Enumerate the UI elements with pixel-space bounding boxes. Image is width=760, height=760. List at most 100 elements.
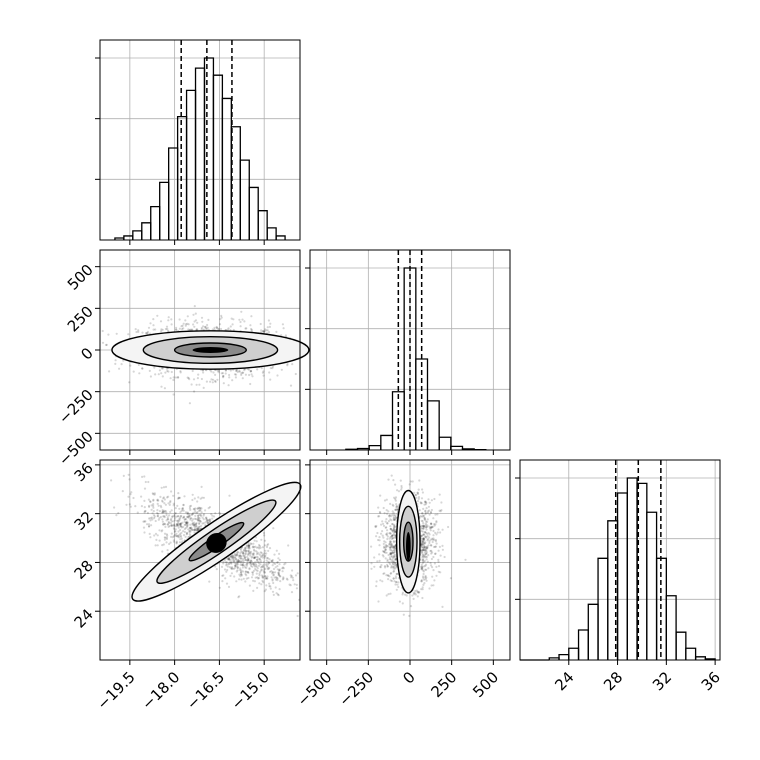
scatter-point: [260, 367, 263, 370]
scatter-point: [222, 382, 225, 385]
scatter-point: [218, 323, 222, 326]
scatter-point: [385, 574, 388, 577]
scatter-point: [196, 529, 199, 532]
scatter-point: [162, 543, 165, 546]
scatter-point: [240, 578, 243, 581]
scatter-point: [268, 585, 271, 588]
scatter-point: [434, 545, 437, 548]
scatter-point: [189, 534, 192, 537]
scatter-point: [422, 533, 425, 536]
scatter-point: [196, 377, 199, 380]
scatter-point: [387, 578, 390, 581]
scatter-point: [254, 563, 257, 566]
scatter-point: [170, 524, 173, 528]
scatter-point: [423, 531, 427, 534]
scatter-point: [424, 501, 427, 504]
scatter-point: [191, 528, 194, 531]
scatter-point: [254, 536, 258, 539]
scatter-point: [439, 531, 442, 534]
scatter-point: [401, 591, 404, 594]
scatter-point: [420, 534, 423, 537]
scatter-point: [137, 329, 140, 332]
scatter-point: [208, 506, 211, 509]
scatter-point: [192, 378, 196, 381]
scatter-point: [251, 573, 254, 576]
scatter-point: [150, 508, 153, 511]
scatter-point: [192, 313, 195, 316]
scatter-point: [296, 572, 299, 575]
scatter-point: [149, 500, 152, 503]
scatter-point: [416, 595, 419, 598]
scatter-point: [391, 529, 394, 532]
scatter-point: [416, 591, 419, 594]
scatter-point: [393, 523, 396, 526]
scatter-point: [175, 523, 178, 526]
scatter-point: [226, 558, 229, 561]
scatter-point: [154, 532, 158, 536]
scatter-point: [392, 516, 395, 519]
scatter-point: [241, 371, 244, 374]
scatter-point: [281, 570, 284, 573]
scatter-point: [431, 551, 434, 554]
scatter-point: [230, 561, 233, 564]
scatter-point: [393, 550, 396, 554]
scatter-point: [388, 575, 391, 578]
scatter-point: [278, 569, 281, 572]
scatter-point: [389, 502, 392, 505]
scatter-point: [141, 367, 144, 370]
scatter-point: [198, 507, 201, 510]
scatter-point: [246, 558, 249, 561]
scatter-point: [127, 473, 130, 476]
scatter-point: [424, 576, 427, 579]
scatter-point: [249, 552, 252, 555]
scatter-point: [301, 565, 303, 567]
scatter-point: [156, 534, 159, 537]
scatter-point: [390, 474, 393, 477]
scatter-point: [188, 515, 191, 518]
scatter-point: [181, 324, 184, 327]
scatter-point: [197, 506, 201, 509]
scatter-point: [391, 552, 394, 555]
scatter-point: [219, 318, 222, 321]
scatter-point: [191, 493, 194, 496]
scatter-point: [252, 569, 255, 573]
scatter-point: [266, 563, 270, 566]
scatter-point: [244, 555, 247, 558]
scatter-point: [181, 507, 184, 510]
scatter-point: [262, 531, 266, 535]
scatter-point: [188, 513, 191, 516]
scatter-point: [390, 551, 393, 555]
scatter-point: [156, 509, 159, 512]
scatter-point: [261, 579, 264, 583]
scatter-point: [393, 551, 396, 554]
scatter-point: [266, 577, 269, 580]
scatter-point: [189, 518, 192, 521]
scatter-point: [384, 526, 387, 529]
scatter-point: [166, 523, 169, 526]
scatter-point: [230, 562, 233, 565]
scatter-point: [424, 522, 427, 525]
scatter-point: [393, 496, 396, 499]
scatter-point: [255, 540, 258, 543]
scatter-point: [388, 514, 391, 517]
scatter-point: [427, 505, 430, 508]
scatter-point: [409, 605, 413, 608]
scatter-point: [146, 332, 149, 335]
scatter-point: [214, 565, 217, 568]
scatter-point: [196, 500, 199, 503]
scatter-point: [421, 543, 424, 546]
scatter-point: [180, 525, 183, 528]
scatter-point: [281, 323, 284, 326]
scatter-point: [177, 496, 180, 499]
scatter-point: [308, 587, 310, 589]
scatter-point: [188, 533, 191, 536]
scatter-point: [188, 507, 191, 510]
scatter-point: [165, 511, 168, 514]
scatter-point: [242, 548, 245, 551]
scatter-point: [202, 325, 205, 328]
scatter-point: [246, 559, 249, 562]
scatter-point: [422, 553, 425, 556]
scatter-point: [200, 377, 203, 381]
scatter-point: [175, 534, 178, 537]
scatter-point: [239, 569, 242, 572]
